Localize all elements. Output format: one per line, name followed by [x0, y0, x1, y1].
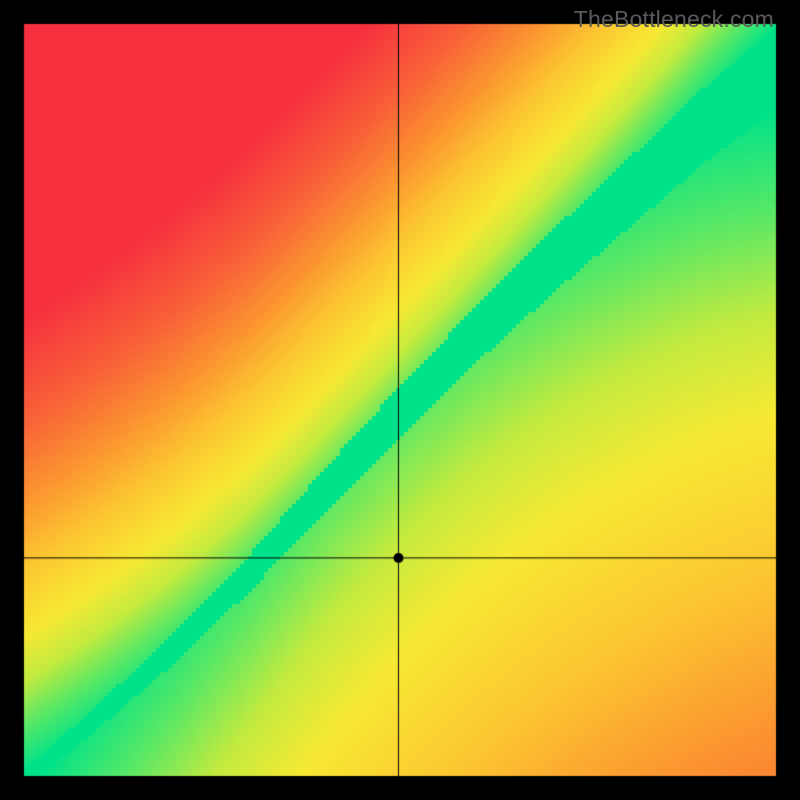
bottleneck-heatmap-canvas [0, 0, 800, 800]
watermark-text: TheBottleneck.com [574, 6, 774, 33]
